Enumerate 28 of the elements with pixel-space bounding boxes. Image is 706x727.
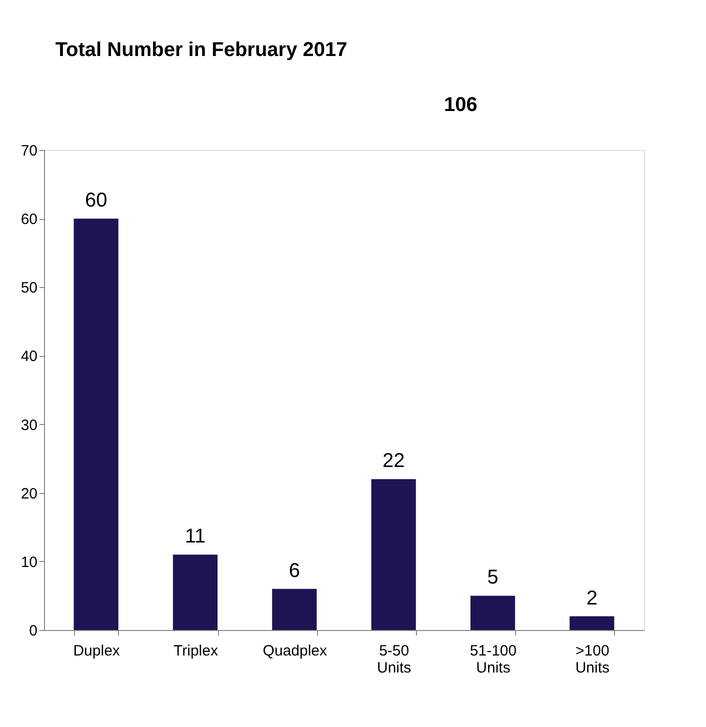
- data-label: 22: [382, 450, 405, 472]
- y-tick-label: 20: [20, 485, 38, 502]
- x-tick-label: Duplex: [73, 642, 120, 660]
- bar: [272, 588, 317, 630]
- bar: [570, 616, 614, 630]
- x-tick-label: 51-100 Units: [470, 642, 517, 676]
- text: 106: [444, 94, 478, 116]
- y-tick-label: 0: [29, 622, 38, 640]
- bar: [371, 479, 416, 630]
- bar: [172, 554, 218, 630]
- x-tick-label: 5-50 Units: [376, 642, 412, 676]
- data-label: 11: [184, 526, 206, 548]
- y-tick-label: 60: [20, 211, 38, 228]
- y-tick-label: 40: [20, 348, 38, 366]
- x-tick-label: Triplex: [174, 642, 218, 660]
- bar: [470, 596, 516, 630]
- y-tick-label: 10: [20, 554, 38, 571]
- x-tick-label: >100 Units: [575, 642, 610, 676]
- data-label: 60: [84, 190, 108, 212]
- y-tick-label: 30: [20, 416, 38, 434]
- chart-title: Total Number in February 2017: [55, 39, 348, 61]
- bar: [74, 218, 118, 630]
- y-tick-label: 70: [20, 142, 38, 160]
- x-tick-label: Quadplex: [262, 642, 328, 660]
- data-label: 2: [586, 587, 598, 610]
- data-label: 6: [288, 560, 300, 582]
- y-tick-label: 50: [20, 280, 38, 297]
- data-label: 5: [487, 566, 498, 589]
